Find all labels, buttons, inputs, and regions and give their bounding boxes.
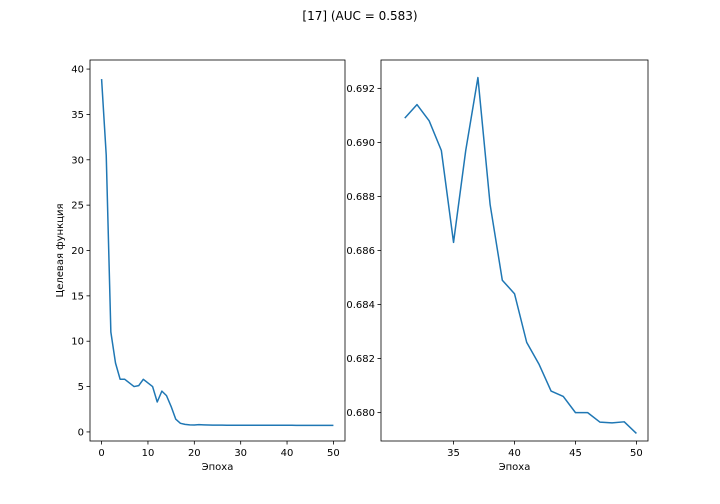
x-axis-label: Эпоха	[202, 462, 234, 473]
y-tick-label: 35	[71, 110, 84, 121]
y-tick-label: 10	[71, 337, 84, 348]
y-axis-label: Целевая функция	[55, 203, 66, 297]
x-tick-label: 45	[569, 448, 582, 459]
y-tick-label: 30	[71, 155, 84, 166]
x-tick-label: 20	[188, 448, 201, 459]
axes-frame	[89, 59, 346, 442]
y-tick-label: 15	[71, 291, 84, 302]
x-tick-label: 40	[508, 448, 521, 459]
y-tick-label: 40	[71, 65, 84, 76]
y-tick-label: 20	[71, 246, 84, 257]
series-line-1	[404, 76, 637, 434]
series-line-0	[100, 79, 334, 427]
x-tick-label: 40	[281, 448, 294, 459]
axes-frame	[380, 59, 649, 442]
y-tick-label: 0.690	[346, 138, 375, 149]
y-tick-label: 0.686	[346, 246, 375, 257]
y-tick-label: 0.680	[346, 408, 375, 419]
y-tick-label: 0.682	[346, 354, 375, 365]
x-tick-label: 50	[327, 448, 340, 459]
x-tick-label: 50	[630, 448, 643, 459]
y-tick-label: 0	[78, 427, 84, 438]
x-tick-label: 10	[142, 448, 155, 459]
y-tick-label: 0.692	[346, 84, 375, 95]
y-tick-label: 0.688	[346, 192, 375, 203]
y-tick-label: 0.684	[346, 300, 375, 311]
subplot-left: 0 10 20 30 40 50 0 5 10 15 20 25 30 35 40 Эпоха Целевая …	[55, 59, 346, 473]
x-axis-label: Эпоха	[499, 462, 531, 473]
figure-title: [17] (AUC = 0.583)	[302, 9, 417, 23]
x-tick-label: 0	[98, 448, 104, 459]
x-tick-label: 35	[447, 448, 460, 459]
y-tick-label: 5	[78, 382, 84, 393]
subplot-right: 35 40 45 50 0.680 0.682 0.684 0.686 0.688 0.690 0.…	[346, 59, 649, 473]
y-tick-label: 25	[71, 201, 84, 212]
x-tick-label: 30	[234, 448, 247, 459]
